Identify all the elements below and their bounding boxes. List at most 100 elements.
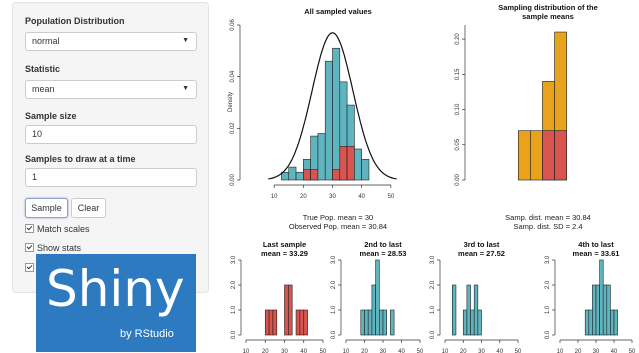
x-tick-label: 20	[575, 349, 582, 353]
y-tick-label: 1.0	[331, 305, 337, 314]
clear-button[interactable]: Clear	[71, 198, 106, 218]
y-tick-label: 0.00	[455, 174, 461, 186]
histogram-bar	[599, 259, 604, 336]
y-tick-label: 0.10	[455, 103, 461, 115]
histogram-bar	[610, 309, 615, 336]
histogram-bar	[281, 171, 290, 181]
x-tick-label: 40	[398, 349, 405, 353]
shiny-wordmark: Shiny	[46, 260, 185, 318]
histogram-bar	[602, 284, 608, 336]
x-tick-label: 40	[358, 194, 365, 200]
show-stats-label: Show stats	[37, 243, 82, 253]
histogram-bar	[303, 309, 308, 336]
histogram-bar	[360, 309, 365, 336]
histogram-bar	[268, 309, 274, 336]
histogram-bar	[451, 284, 457, 336]
histogram-bar	[606, 284, 611, 336]
histogram-bar	[284, 284, 289, 336]
y-tick-label: 0.0	[231, 330, 237, 339]
histogram-bar	[371, 284, 376, 336]
histogram-bar	[470, 309, 475, 336]
statistic-value: mean	[32, 84, 55, 94]
histogram-bar	[382, 309, 387, 336]
x-tick-label: 50	[515, 349, 522, 353]
y-tick-label: 0.06	[230, 19, 236, 31]
chevron-down-icon: ▼	[182, 85, 189, 92]
x-tick-label: 50	[387, 194, 394, 200]
y-tick-label: 0.04	[230, 70, 236, 82]
highlight-bar	[346, 146, 355, 181]
chart-subtitle: mean = 33.29	[261, 249, 308, 258]
x-tick-label: 20	[361, 349, 368, 353]
population-select[interactable]: normal ▼	[25, 32, 197, 51]
highlight-bar	[310, 169, 319, 181]
y-tick-label: 1.0	[231, 305, 237, 314]
y-tick-label: 2.0	[430, 280, 436, 289]
third-checkbox[interactable]	[25, 263, 37, 273]
sample-button[interactable]: Sample	[25, 198, 68, 218]
y-tick-label: 0.15	[455, 68, 461, 80]
x-tick-label: 30	[478, 349, 485, 353]
histogram-bar	[364, 309, 369, 336]
x-tick-label: 10	[271, 194, 278, 200]
histogram-bar	[272, 309, 278, 336]
x-tick-label: 20	[262, 349, 269, 353]
x-tick-label: 40	[496, 349, 503, 353]
x-tick-label: 20	[460, 349, 467, 353]
x-tick-label: 40	[611, 349, 618, 353]
histogram-bar	[613, 309, 618, 336]
chart-title: Last sample	[263, 240, 306, 249]
highlight-bar	[332, 169, 341, 181]
x-tick-label: 10	[442, 349, 449, 353]
annotation: True Pop. mean = 30	[303, 213, 373, 222]
annotation: Samp. dist. mean = 30.84	[505, 213, 591, 222]
histogram-bar	[295, 171, 304, 181]
histogram-bar	[361, 159, 370, 181]
chart-title: 4th to last	[578, 240, 614, 249]
chart-subtitle: mean = 28.53	[360, 249, 407, 258]
histogram-bar	[324, 60, 333, 181]
show-stats-checkbox[interactable]: Show stats	[25, 243, 81, 253]
sample-size-input[interactable]: 10	[25, 125, 197, 144]
population-label: Population Distribution	[25, 16, 125, 26]
histogram-bar	[264, 309, 270, 336]
histogram-bar	[588, 309, 593, 336]
y-tick-label: 3.0	[430, 255, 436, 264]
y-tick-label: 2.0	[545, 280, 551, 289]
y-tick-label: 3.0	[545, 255, 551, 264]
chart-title: Sampling distribution of the	[498, 3, 598, 12]
chevron-down-icon: ▼	[182, 37, 189, 44]
histogram-bar	[517, 130, 531, 181]
x-tick-label: 40	[300, 349, 307, 353]
match-scales-checkbox[interactable]: Match scales	[25, 224, 90, 234]
x-tick-label: 10	[343, 349, 350, 353]
match-scales-label: Match scales	[37, 224, 90, 234]
chart-title: All sampled values	[304, 7, 372, 16]
x-tick-label: 30	[281, 349, 288, 353]
x-tick-label: 50	[417, 349, 424, 353]
histogram-bar	[595, 284, 600, 336]
y-tick-label: 0.02	[230, 122, 236, 134]
sidebar-panel: Population Distribution normal ▼ Statist…	[12, 2, 209, 293]
histogram-bar	[477, 309, 482, 336]
checkbox-icon[interactable]	[25, 263, 34, 272]
statistic-select[interactable]: mean ▼	[25, 80, 197, 99]
x-tick-label: 10	[557, 349, 564, 353]
histogram-bar	[317, 133, 326, 181]
highlight-bar	[542, 130, 555, 181]
y-tick-label: 0.0	[331, 330, 337, 339]
shiny-logo: Shiny by RStudio	[36, 254, 196, 352]
chart-subtitle: mean = 27.52	[458, 249, 505, 258]
histogram-bar	[473, 284, 479, 336]
histogram-bar	[295, 309, 301, 336]
checkbox-icon[interactable]	[25, 243, 34, 252]
samples-input[interactable]: 1	[25, 168, 197, 187]
histogram-bar	[288, 284, 293, 336]
y-tick-label: 1.0	[545, 305, 551, 314]
y-tick-label: 0.0	[545, 330, 551, 339]
annotation: Observed Pop. mean = 30.84	[289, 222, 387, 231]
y-tick-label: 2.0	[331, 280, 337, 289]
y-axis-label: Density	[228, 92, 234, 112]
checkbox-icon[interactable]	[25, 224, 34, 233]
